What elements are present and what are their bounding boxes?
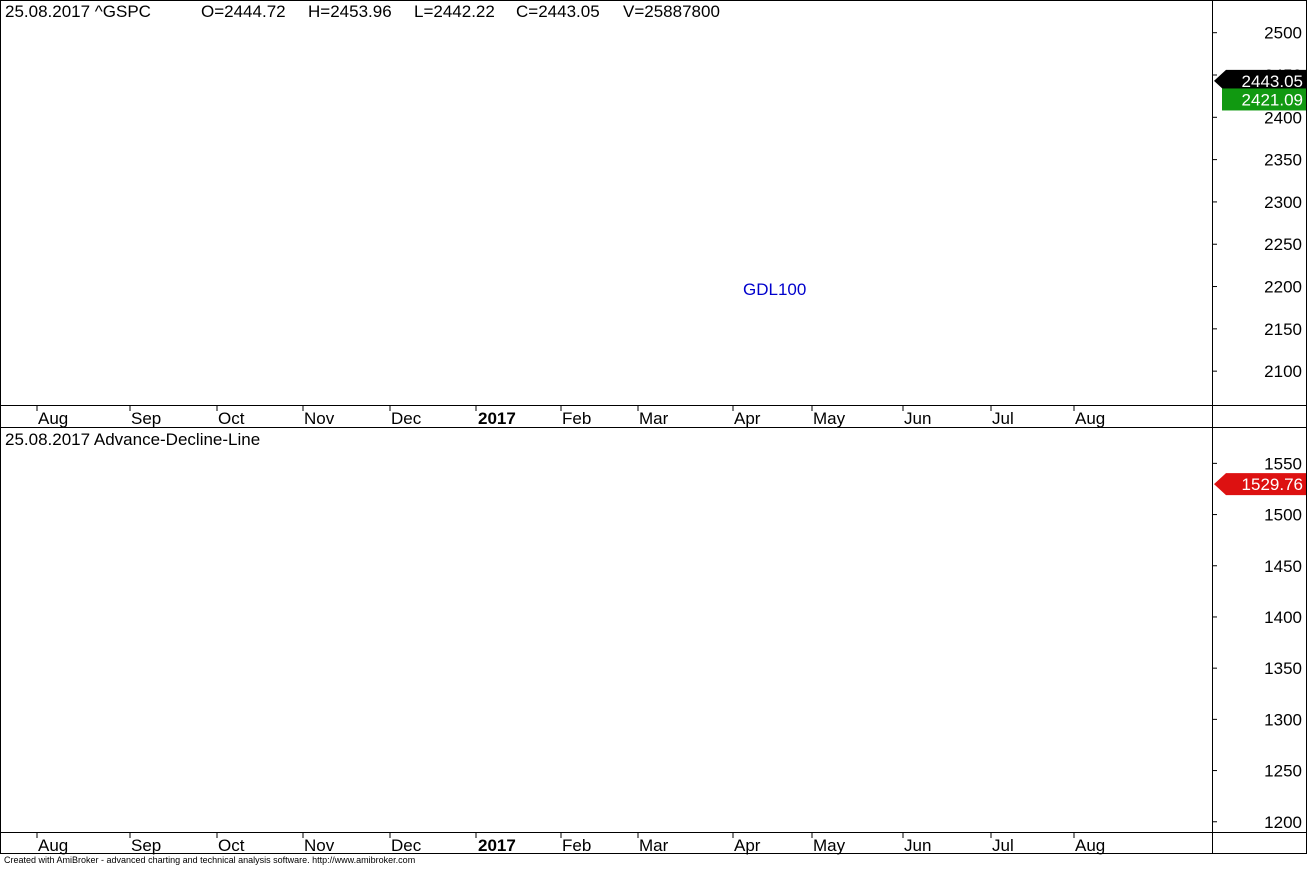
ma-tag-bg xyxy=(1222,88,1306,111)
y-tick-label: 2300 xyxy=(1264,193,1302,212)
x-tick-label: Aug xyxy=(1075,836,1105,855)
y-tick-label: 1500 xyxy=(1264,506,1302,525)
x-tick-label: Apr xyxy=(734,836,761,855)
ma-tag: 2421.09 xyxy=(1242,90,1303,109)
y-tick-label: 2150 xyxy=(1264,320,1302,339)
x-tick-label: Oct xyxy=(218,836,245,855)
x-tick-label: Apr xyxy=(734,409,761,428)
x-tick-label: Aug xyxy=(38,836,68,855)
x-tick-label: Sep xyxy=(131,836,161,855)
y-tick-label: 2250 xyxy=(1264,235,1302,254)
footer-credit: Created with AmiBroker - advanced charti… xyxy=(4,855,416,865)
x-tick-label: Mar xyxy=(639,836,669,855)
x-tick-label: Jun xyxy=(904,836,931,855)
main-header-symbol: 25.08.2017 ^GSPC xyxy=(5,2,151,21)
lower-header: 25.08.2017 Advance-Decline-Line xyxy=(5,430,260,449)
adl-tag: 1529.76 xyxy=(1242,475,1303,494)
y-tick-label: 1400 xyxy=(1264,608,1302,627)
x-tick-label: Oct xyxy=(218,409,245,428)
last-price-tag: 2443.05 xyxy=(1242,72,1303,91)
x-tick-label: Dec xyxy=(391,836,422,855)
x-tick-label: Aug xyxy=(38,409,68,428)
last-price-tag-bg xyxy=(1214,69,1306,92)
x-tick-label: May xyxy=(813,409,846,428)
x-tick-label: Nov xyxy=(304,409,335,428)
y-tick-label: 1550 xyxy=(1264,454,1302,473)
main-header-close: C=2443.05 xyxy=(516,2,600,21)
main-header-open: O=2444.72 xyxy=(201,2,286,21)
x-tick-label: Nov xyxy=(304,836,335,855)
x-tick-label: 2017 xyxy=(478,409,516,428)
x-tick-label: Feb xyxy=(562,836,591,855)
x-tick-label: Aug xyxy=(1075,409,1105,428)
gdl100-annotation: GDL100 xyxy=(743,280,806,299)
main-header-volume: V=25887800 xyxy=(623,2,720,21)
main-header-low: L=2442.22 xyxy=(414,2,495,21)
x-tick-label: Sep xyxy=(131,409,161,428)
y-tick-label: 1350 xyxy=(1264,659,1302,678)
x-tick-label: Dec xyxy=(391,409,422,428)
x-tick-label: Jun xyxy=(904,409,931,428)
adl-tag-bg xyxy=(1214,473,1306,496)
y-tick-label: 2500 xyxy=(1264,24,1302,43)
y-tick-label: 1250 xyxy=(1264,762,1302,781)
x-tick-label: Feb xyxy=(562,409,591,428)
y-tick-label: 1200 xyxy=(1264,813,1302,832)
x-tick-label: 2017 xyxy=(478,836,516,855)
x-tick-label: Jul xyxy=(992,836,1014,855)
y-tick-label: 2200 xyxy=(1264,278,1302,297)
x-tick-label: Jul xyxy=(992,409,1014,428)
y-tick-label: 1450 xyxy=(1264,557,1302,576)
x-tick-label: Mar xyxy=(639,409,669,428)
y-tick-label: 2350 xyxy=(1264,151,1302,170)
main-header-high: H=2453.96 xyxy=(308,2,392,21)
x-tick-label: May xyxy=(813,836,846,855)
y-tick-label: 1300 xyxy=(1264,710,1302,729)
y-tick-label: 2100 xyxy=(1264,362,1302,381)
y-tick-label: 2400 xyxy=(1264,108,1302,127)
